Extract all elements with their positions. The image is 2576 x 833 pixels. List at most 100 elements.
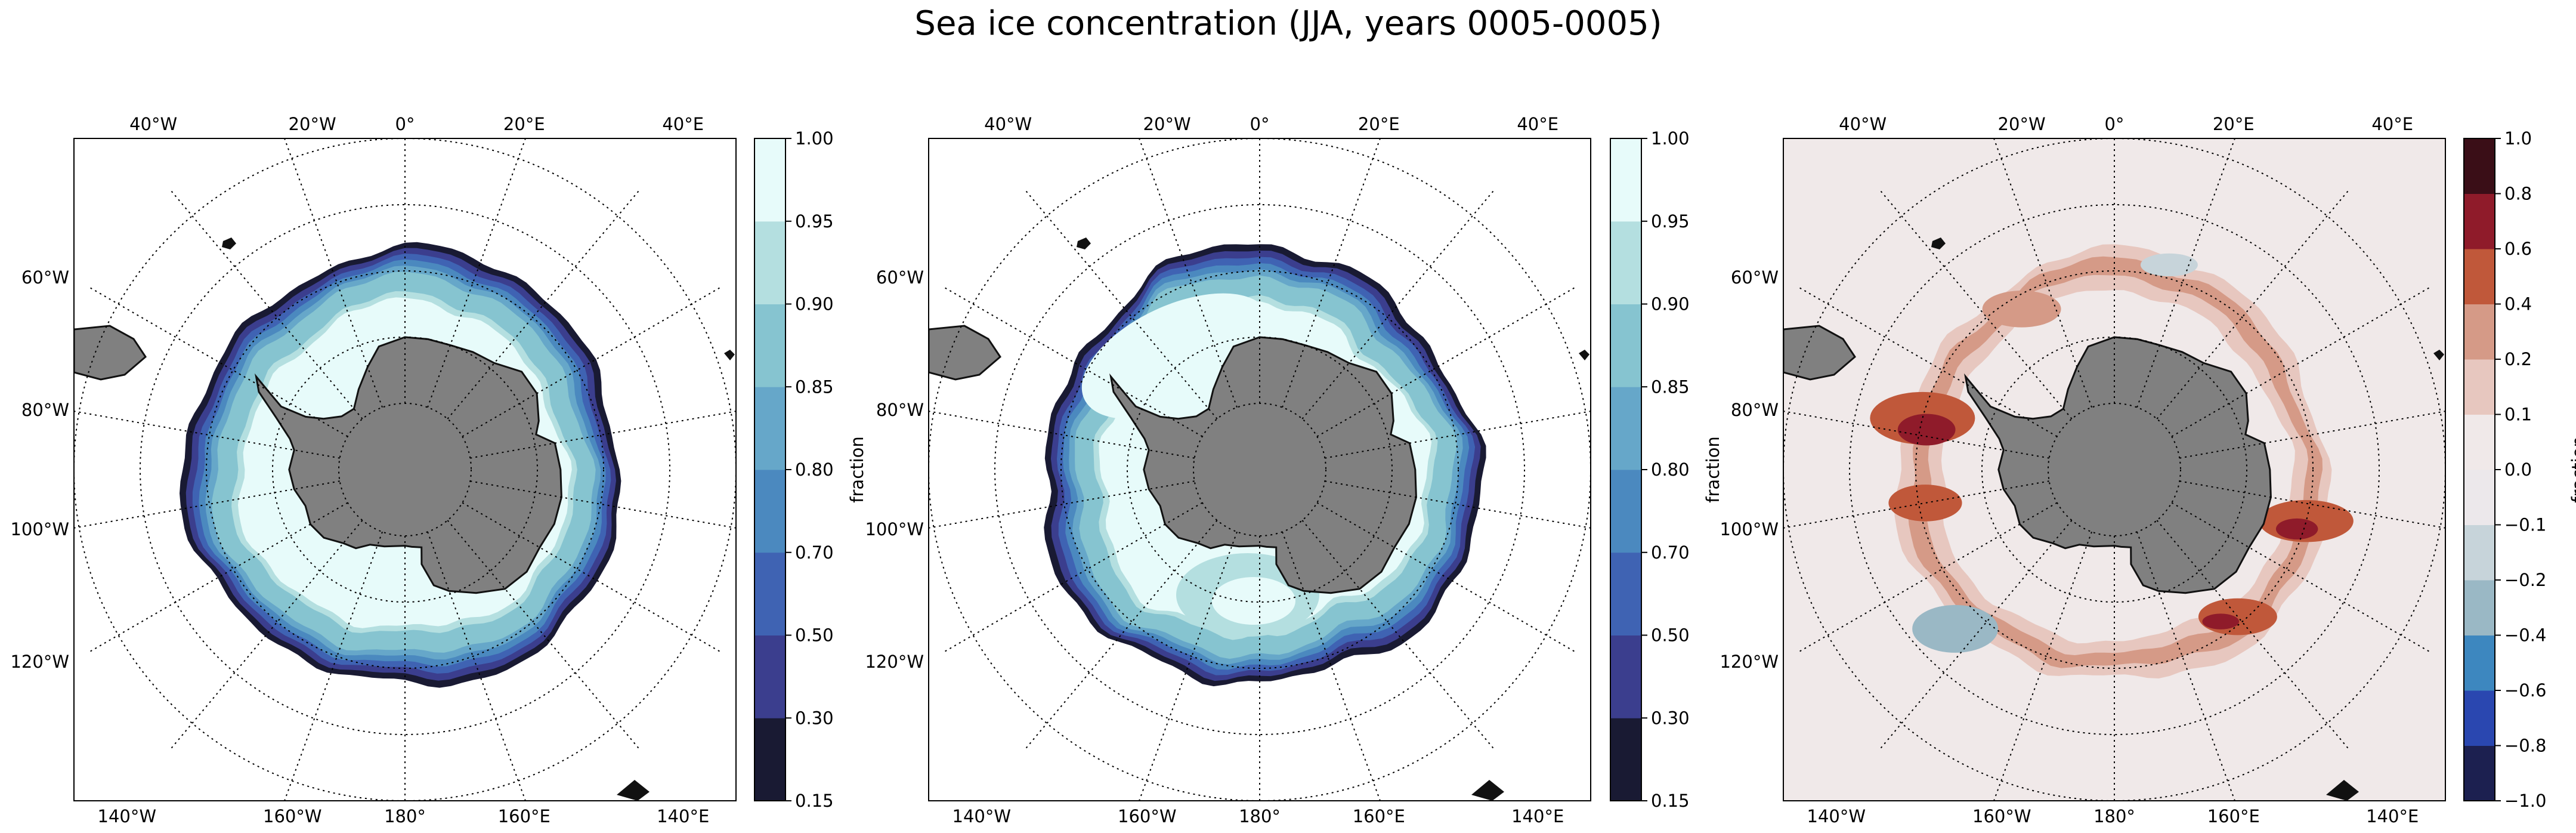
- graticule: [1783, 138, 2445, 801]
- colorbar-segment: [2464, 580, 2495, 635]
- meridian: [470, 411, 736, 459]
- colorbar-segment: [1610, 552, 1641, 635]
- meridian: [1993, 138, 2092, 408]
- meridian: [462, 286, 721, 437]
- colorbar-segment: [754, 635, 786, 718]
- island: [1077, 237, 1091, 249]
- meridian: [427, 531, 527, 801]
- bottom-lon-label: 140°W: [98, 806, 157, 826]
- meridian: [74, 411, 340, 459]
- colorbar-label: fraction: [2568, 436, 2576, 502]
- meridian: [1282, 138, 1381, 408]
- colorbar-tick-label: 0.1: [2504, 405, 2532, 425]
- ross-sea-core: [1212, 577, 1295, 625]
- left-lon-label: 60°W: [876, 267, 924, 288]
- meridian: [2171, 502, 2430, 653]
- diff-patch-1: [1897, 414, 1956, 446]
- top-lon-label: 0°: [1250, 114, 1270, 134]
- colorbar-tick-label: −0.1: [2504, 515, 2546, 535]
- left-lon-label: 80°W: [876, 400, 924, 420]
- colorbar-tick-label: 0.15: [1651, 791, 1690, 811]
- map-frame: [928, 138, 1591, 801]
- colorbar: 0.15 0.30 0.50 0.70 0.80 0.85 0.90 0.95 1.00 frac…: [1610, 128, 1723, 811]
- left-lon-label: 60°W: [1731, 267, 1779, 288]
- colorbar-tick-label: 0.80: [795, 459, 834, 480]
- colorbar-tick-label: 0.85: [1651, 377, 1690, 397]
- island: [2433, 350, 2444, 360]
- meridian: [470, 480, 736, 529]
- meridian: [1301, 520, 1495, 749]
- colorbar-segment: [754, 138, 786, 222]
- meridian: [283, 138, 383, 408]
- meridian: [2171, 286, 2430, 437]
- top-lon-label: 20°E: [1358, 114, 1400, 134]
- island: [1579, 350, 1589, 360]
- meridian: [2179, 411, 2445, 459]
- top-lon-label: 20°E: [2213, 114, 2255, 134]
- colorbar-tick-label: 0.6: [2504, 239, 2532, 259]
- colorbar-tick-label: −0.4: [2504, 625, 2546, 646]
- colorbar-segment: [2464, 249, 2495, 304]
- meridian: [1025, 520, 1218, 749]
- bottom-lon-label: 160°W: [1972, 806, 2031, 826]
- colorbar-segment: [2464, 470, 2495, 525]
- colorbar-tick-label: 0.80: [1651, 459, 1690, 480]
- meridian: [1879, 190, 2073, 419]
- antarctica: [255, 336, 562, 594]
- meridian: [929, 411, 1195, 459]
- top-lon-label: 40°E: [1517, 114, 1558, 134]
- meridian: [1282, 531, 1381, 801]
- colorbar-segment: [2464, 525, 2495, 581]
- meridian: [1783, 480, 2049, 529]
- colorbar-segment: [1610, 387, 1641, 470]
- meridian: [2156, 190, 2349, 419]
- island: [617, 780, 650, 801]
- colorbar-segment: [2464, 193, 2495, 249]
- meridian: [929, 480, 1195, 529]
- south-america: [929, 325, 1001, 381]
- figure-title: Sea ice concentration (JJA, years 0005-0…: [914, 4, 1662, 43]
- top-lon-label: 0°: [395, 114, 415, 134]
- bottom-lon-label: 140°E: [1511, 806, 1564, 826]
- colorbar-segment: [2464, 745, 2495, 801]
- left-lon-label: 100°W: [10, 519, 69, 539]
- meridian: [1325, 480, 1591, 529]
- colorbar-segment: [2464, 635, 2495, 691]
- top-lon-label: 40°E: [662, 114, 704, 134]
- south-america: [74, 325, 147, 381]
- map-area: [74, 138, 736, 801]
- colorbar-tick-label: 0.90: [795, 294, 834, 314]
- parallel-60s: [1915, 270, 2314, 669]
- bottom-lon-label: 160°E: [2207, 806, 2260, 826]
- meridian: [447, 520, 640, 749]
- colorbar-tick-label: 0.50: [1651, 625, 1690, 646]
- colorbar-tick-label: −1.0: [2504, 791, 2546, 811]
- colorbar-tick-label: 1.0: [2504, 128, 2532, 149]
- top-lon-label: 40°W: [1839, 114, 1887, 134]
- colorbar-segment: [2464, 304, 2495, 360]
- diff-negative-1: [2140, 253, 2198, 277]
- top-lon-label: 40°W: [129, 114, 177, 134]
- colorbar-tick-label: 1.00: [795, 128, 834, 149]
- colorbar: 0.15 0.30 0.50 0.70 0.80 0.85 0.90 0.95 1.00 frac…: [754, 128, 867, 811]
- map-frame: [73, 138, 737, 801]
- meridian: [89, 286, 348, 437]
- panel-observations: 40°W 20°W 0° 20°E 40°E 140°W 160°W 180° 160°E 140…: [865, 114, 1723, 826]
- colorbar-segment: [1610, 718, 1641, 801]
- parallel-50s: [1849, 204, 2380, 735]
- colorbar-tick-label: 0.95: [795, 211, 834, 232]
- left-lon-label: 60°W: [21, 267, 69, 288]
- colorbar-tick-label: 0.8: [2504, 184, 2532, 204]
- meridian: [1325, 411, 1591, 459]
- colorbar-segment: [754, 387, 786, 470]
- colorbar-label: fraction: [1703, 436, 1723, 502]
- colorbar-segment: [2464, 138, 2495, 194]
- parallel-60s: [206, 270, 604, 669]
- colorbar-tick-label: −0.2: [2504, 570, 2546, 590]
- meridian: [447, 190, 640, 419]
- colorbar-segment: [754, 304, 786, 387]
- bottom-lon-label: 160°W: [263, 806, 322, 826]
- bottom-lon-label: 180°: [2093, 806, 2135, 826]
- left-lon-label: 120°W: [10, 652, 69, 672]
